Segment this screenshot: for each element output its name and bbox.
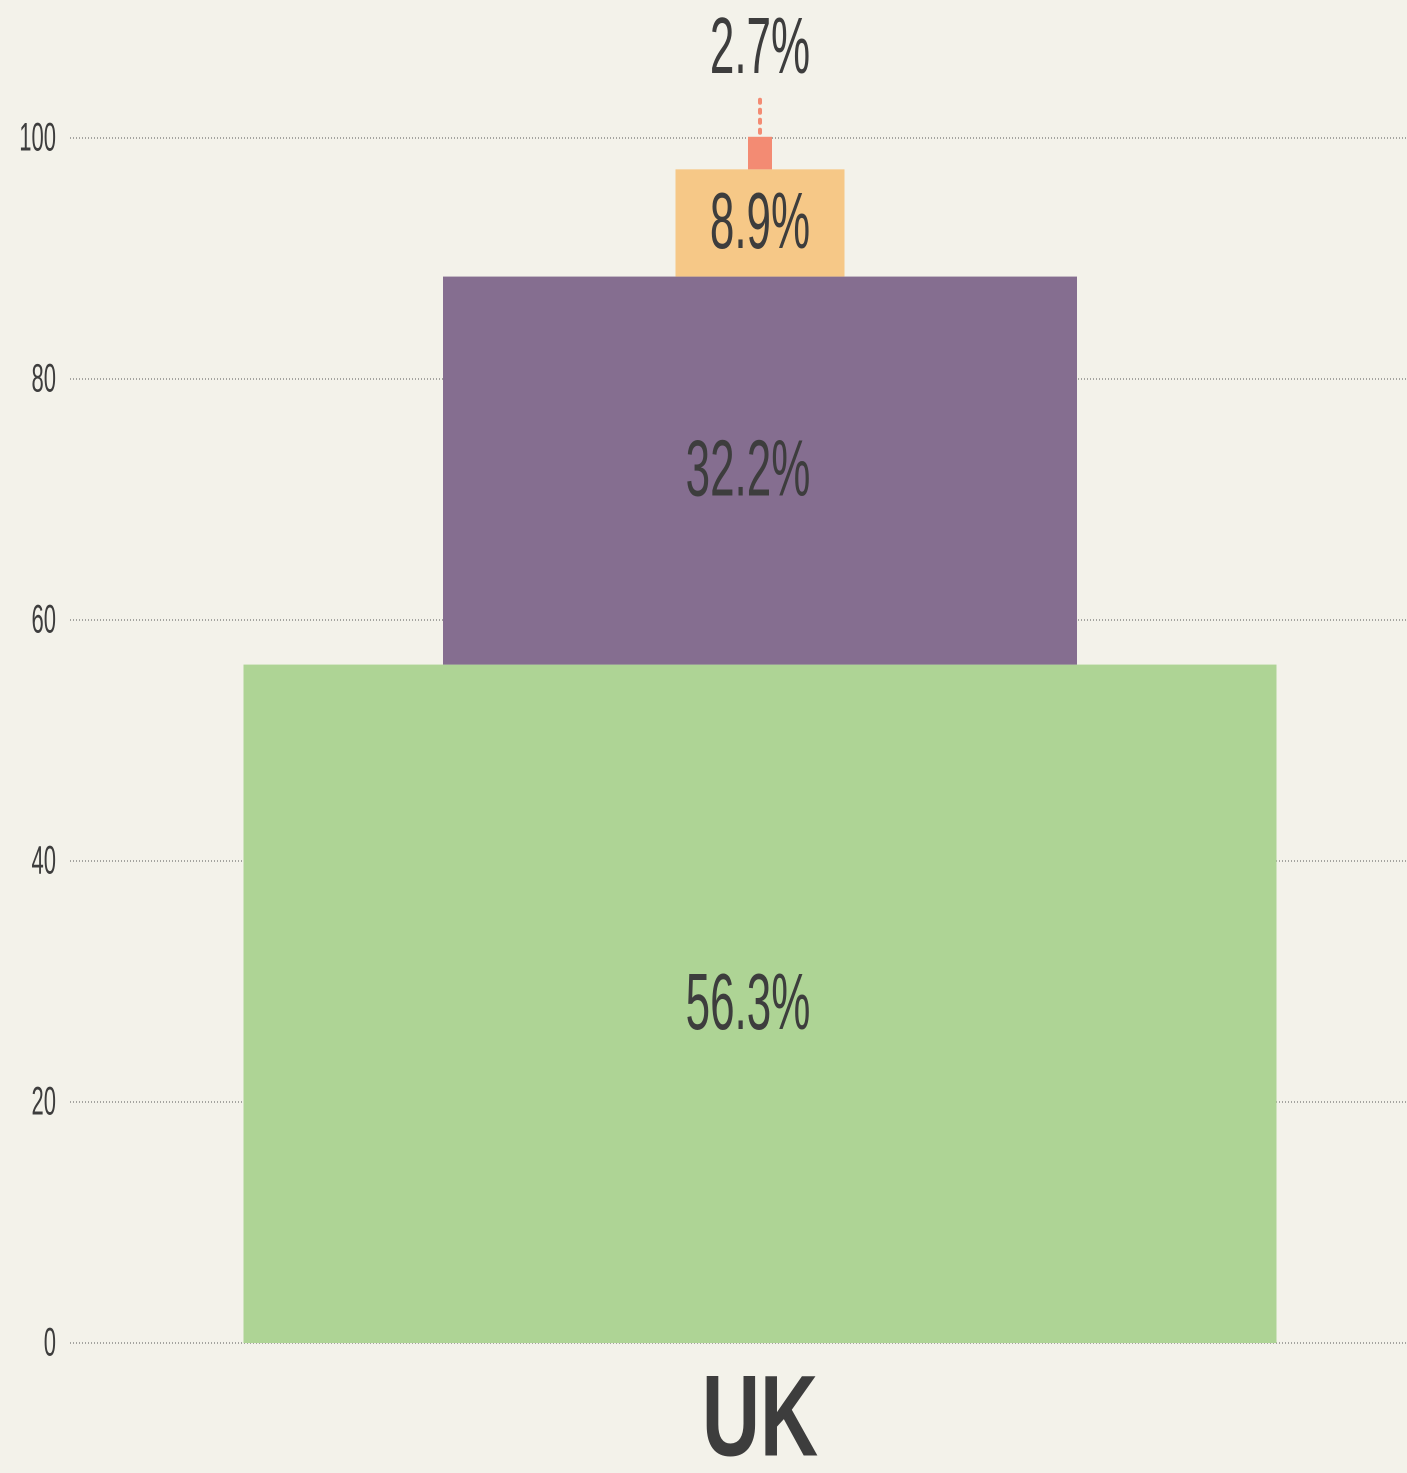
- y-tick-label: 100: [19, 115, 56, 160]
- value-label-group: 2.7%: [710, 1, 810, 90]
- x-tick-label-group: UK: [702, 1352, 818, 1473]
- value-label: 32.2%: [686, 424, 811, 513]
- y-tick-label-group: 100: [19, 115, 56, 160]
- x-tick-label: UK: [702, 1352, 818, 1473]
- value-label-group: 8.9%: [710, 176, 810, 265]
- y-tick-label-group: 20: [32, 1079, 56, 1124]
- value-label: 2.7%: [710, 1, 810, 90]
- y-tick-label: 80: [32, 356, 56, 401]
- y-tick-label-group: 60: [32, 597, 56, 642]
- value-label: 56.3%: [686, 957, 811, 1046]
- y-tick-label-group: 0: [44, 1320, 56, 1365]
- bar-segment: [675, 169, 845, 277]
- y-tick-label: 40: [32, 838, 56, 883]
- value-label: 8.9%: [710, 176, 810, 265]
- y-tick-label: 60: [32, 597, 56, 642]
- value-label-group: 56.3%: [686, 957, 811, 1046]
- y-tick-label-group: 40: [32, 838, 56, 883]
- bar-segment: [443, 276, 1077, 665]
- value-label-group: 32.2%: [686, 424, 811, 513]
- y-tick-label: 0: [44, 1320, 56, 1365]
- y-tick-label-group: 80: [32, 356, 56, 401]
- y-tick-label: 20: [32, 1079, 56, 1124]
- bar-segment: [748, 136, 772, 170]
- bar-segment: [243, 664, 1277, 1343]
